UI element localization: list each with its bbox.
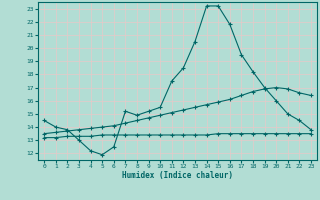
X-axis label: Humidex (Indice chaleur): Humidex (Indice chaleur) <box>122 171 233 180</box>
